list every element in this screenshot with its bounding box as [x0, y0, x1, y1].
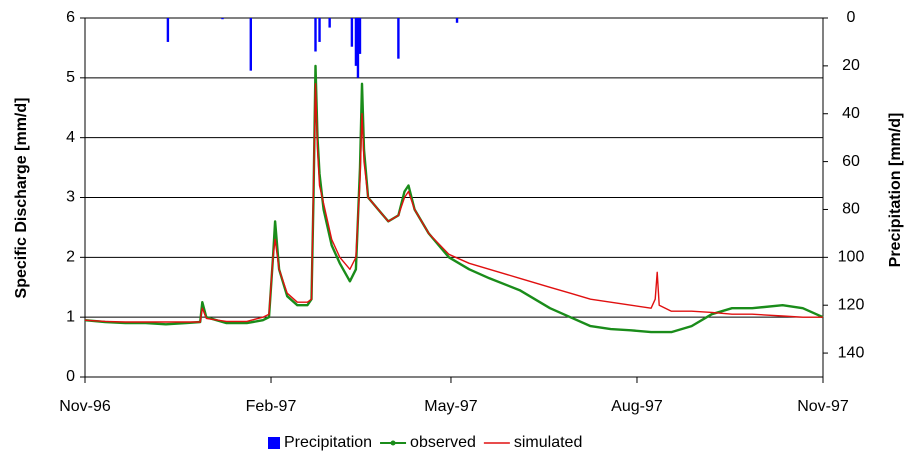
y2-tick-label: 20	[842, 57, 860, 74]
precip-bar	[397, 18, 400, 59]
precip-bar	[354, 18, 358, 66]
y2-tick-label: 60	[842, 153, 860, 170]
y-tick-label: 0	[66, 368, 75, 385]
y-tick-label: 2	[66, 249, 75, 266]
legend-label: simulated	[514, 434, 582, 451]
legend-swatch	[268, 437, 280, 449]
x-tick-label: May-97	[424, 398, 477, 415]
precip-bar	[249, 18, 252, 71]
y2-axis-title: Precipitation [mm/d]	[887, 113, 904, 268]
precip-bar	[350, 18, 354, 47]
y2-tick-label: 140	[838, 344, 865, 361]
series-line	[84, 64, 824, 334]
y2-tick-label: 40	[842, 105, 860, 122]
y-tick-label: 5	[66, 69, 75, 86]
y-tick-label: 1	[66, 308, 75, 325]
legend-label: observed	[410, 434, 476, 451]
y2-tick-label: 0	[847, 9, 856, 26]
precip-bar	[221, 18, 224, 20]
x-tick-label: Feb-97	[246, 398, 297, 415]
legend-label: Precipitation	[284, 434, 372, 451]
precip-bar	[166, 18, 170, 42]
y2-tick-label: 100	[838, 249, 865, 266]
precip-bar	[314, 18, 317, 52]
y-tick-label: 4	[66, 129, 75, 146]
x-tick-label: Aug-97	[611, 398, 663, 415]
x-tick-label: Nov-96	[59, 398, 111, 415]
precip-bar	[356, 18, 360, 78]
legend-marker	[390, 440, 396, 446]
y2-tick-label: 120	[838, 296, 865, 313]
precip-bar	[455, 18, 459, 23]
y-tick-label: 6	[66, 9, 75, 26]
precip-bar	[318, 18, 321, 42]
x-tick-label: Nov-97	[797, 398, 849, 415]
y-tick-label: 3	[66, 189, 75, 206]
y2-tick-label: 80	[842, 201, 860, 218]
precip-bar	[328, 18, 331, 28]
series-line	[84, 83, 823, 323]
precip-bar	[358, 18, 362, 54]
y-axis-title: Specific Discharge [mm/d]	[13, 98, 30, 299]
